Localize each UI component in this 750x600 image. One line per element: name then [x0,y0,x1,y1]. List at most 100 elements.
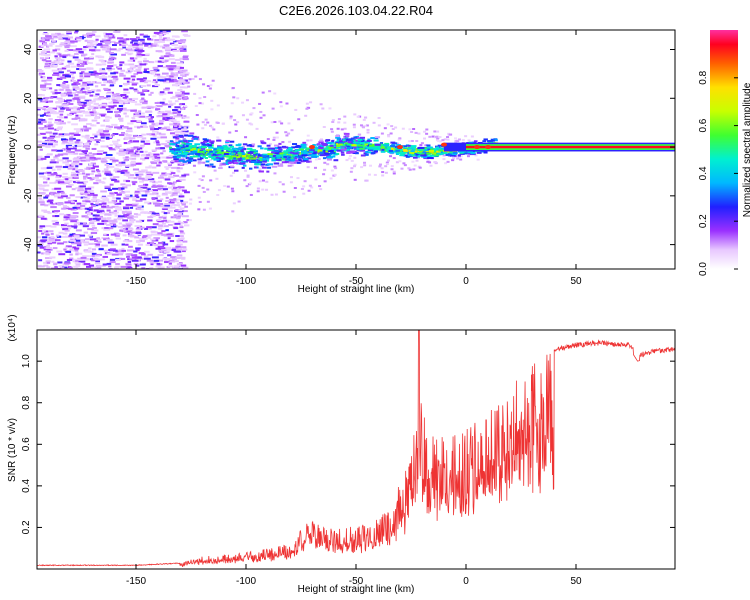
heatmap-cell [135,264,140,267]
heatmap-cell [59,182,66,185]
heatmap-cell [74,59,81,62]
heatmap-cell [154,233,161,236]
heatmap-cell [164,203,169,206]
heatmap-cell [410,150,415,153]
heatmap-cell [251,143,256,146]
heatmap-cell [135,231,142,234]
heatmap-cell [109,250,113,253]
heatmap-cell [54,211,58,214]
heatmap-cell [176,180,180,183]
heatmap-cell [155,265,162,268]
heatmap-cell [187,139,194,142]
heatmap-cell [201,127,205,130]
heatmap-cell [162,219,168,222]
heatmap-cell [258,167,262,170]
heatmap-cell [63,100,68,103]
heatmap-cell [196,155,202,158]
heatmap-cell [395,148,399,151]
heatmap-cell [66,148,71,151]
heatmap-cell [446,138,450,141]
heatmap-cell [366,131,370,134]
snr-x-tick-label: -50 [349,576,364,587]
heatmap-cell [256,161,263,164]
heatmap-cell [102,76,108,79]
heatmap-cell [51,69,58,72]
heatmap-cell [331,155,336,158]
heatmap-cell [367,148,374,151]
heatmap-cell [46,114,51,117]
heatmap-cell [51,33,58,36]
heatmap-cell [98,181,105,184]
heatmap-cell [137,256,142,259]
heatmap-cell [56,52,61,55]
heatmap-cell [216,104,220,107]
heatmap-cell [169,75,174,78]
heatmap-cell [143,35,150,38]
heatmap-cell [54,223,60,226]
heatmap-cell [452,153,458,156]
heatmap-cell [265,180,269,183]
heatmap-cell [120,187,125,190]
heatmap-cell [85,102,91,105]
heatmap-cell [139,80,146,83]
heatmap-cell [129,69,134,72]
heatmap-cell [137,91,144,94]
heatmap-cell [464,135,468,138]
heatmap-cell [75,36,83,39]
heatmap-cell [134,90,139,93]
heatmap-cell [134,57,138,60]
heatmap-cell [137,38,145,41]
heatmap-cell [130,160,136,163]
heatmap-cell [47,242,53,245]
heatmap-cell [162,116,169,119]
heatmap-cell [173,120,180,123]
heatmap-cell [105,173,113,176]
heatmap-cell [206,149,212,152]
heatmap-cell [108,105,115,108]
heatmap-cell [38,265,45,268]
heatmap-cell [294,108,298,111]
heatmap-cell [281,183,285,186]
heatmap-cell [140,186,148,189]
heatmap-cell [173,136,178,139]
heatmap-cell [101,202,107,205]
heatmap-cell [53,72,59,75]
heatmap-cell [198,97,202,100]
heatmap-cell [107,69,112,72]
heatmap-cell [410,131,414,134]
heatmap-cell [155,105,163,108]
heatmap-cell [374,136,381,139]
heatmap-cell [326,163,330,166]
heatmap-cell [331,148,336,151]
heatmap-cell [177,188,184,191]
heatmap-cell [120,93,127,96]
heatmap-cell [57,196,64,199]
heatmap-cell [173,214,177,217]
heatmap-cell [300,143,307,146]
heatmap-cell [201,175,205,178]
heatmap-cell [415,159,419,162]
heatmap-cell [40,203,46,206]
heatmap-cell [59,267,65,269]
heatmap-cell [185,142,191,145]
heatmap-cell [78,64,84,67]
heatmap-cell [46,177,50,180]
heatmap-cell [58,99,65,102]
heatmap-cell [82,222,87,225]
heatmap-cell [145,243,151,246]
heatmap-cell [107,75,112,78]
heatmap-cell [92,217,98,220]
heatmap-cell [73,110,79,113]
heatmap-cell [91,119,98,122]
heatmap-cell [300,150,306,153]
heatmap-cell [232,202,236,205]
heatmap-cell [133,70,141,73]
heatmap-cell [73,226,78,229]
heatmap-cell [137,136,144,139]
heatmap-cell [356,115,360,118]
heatmap-cell [45,113,51,116]
heatmap-cell [237,157,242,160]
heatmap-cell [71,123,78,126]
heatmap-cell [178,239,183,242]
heatmap-cell [39,199,45,202]
